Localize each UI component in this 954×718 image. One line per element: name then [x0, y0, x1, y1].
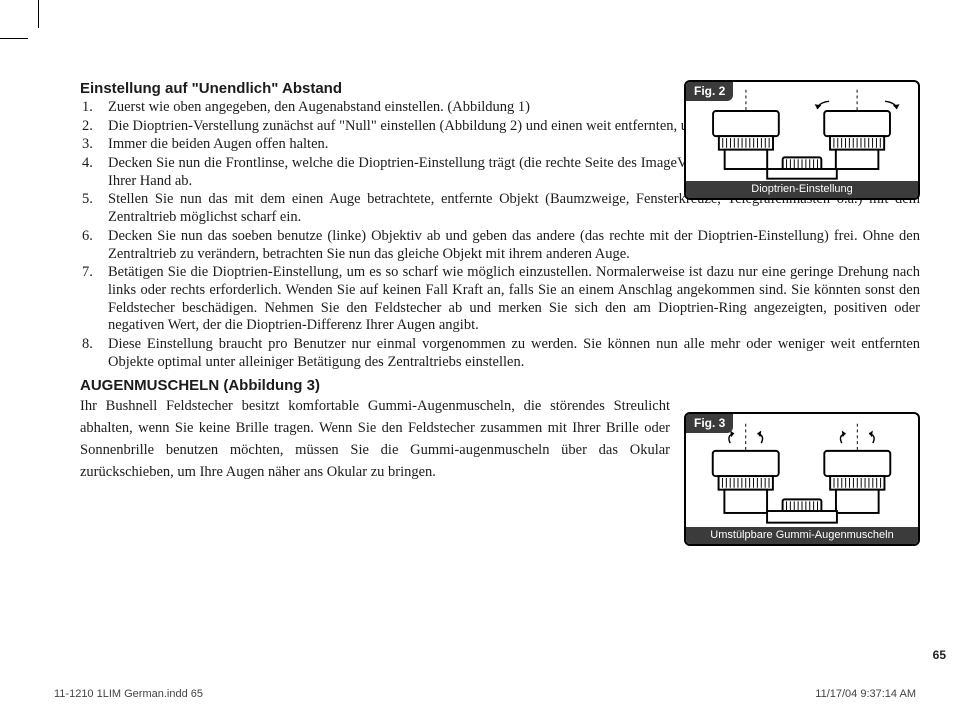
- list-item-text: Betätigen Sie die Dioptrien-Einstellung,…: [108, 264, 920, 335]
- list-item-number: 3.: [80, 136, 108, 154]
- figure-2-label: Fig. 2: [686, 82, 733, 101]
- list-item: 8.Diese Einstellung braucht pro Benutzer…: [80, 336, 920, 371]
- list-item-number: 7.: [80, 264, 108, 335]
- list-item-text: Decken Sie nun das soeben benutze (linke…: [108, 228, 920, 263]
- list-item-number: 6.: [80, 228, 108, 263]
- figure-3: Fig. 3 Umstülpbare Gummi-Augenmuscheln: [684, 412, 920, 546]
- page-content: Fig. 2 Dioptrien-Einstellung: [80, 80, 920, 483]
- list-item-number: 5.: [80, 191, 108, 226]
- list-item: 7.Betätigen Sie die Dioptrien-Einstellun…: [80, 264, 920, 335]
- list-item-number: 8.: [80, 336, 108, 371]
- footer: 11-1210 1LIM German.indd 65 11/17/04 9:3…: [54, 688, 916, 700]
- section2-paragraph: Ihr Bushnell Feldstecher besitzt komfort…: [80, 396, 670, 483]
- list-item-number: 2.: [80, 118, 108, 136]
- section2-heading: AUGENMUSCHELN (Abbildung 3): [80, 377, 920, 394]
- figure-3-label: Fig. 3: [686, 414, 733, 433]
- list-item-number: 1.: [80, 99, 108, 117]
- list-item-number: 4.: [80, 155, 108, 190]
- figure-3-caption: Umstülpbare Gummi-Augenmuscheln: [686, 527, 918, 544]
- figure-2: Fig. 2 Dioptrien-Einstellung: [684, 80, 920, 200]
- footer-right: 11/17/04 9:37:14 AM: [815, 688, 916, 700]
- footer-left: 11-1210 1LIM German.indd 65: [54, 688, 203, 700]
- list-item: 6.Decken Sie nun das soeben benutze (lin…: [80, 228, 920, 263]
- page-number: 65: [933, 648, 946, 662]
- figure-2-caption: Dioptrien-Einstellung: [686, 181, 918, 198]
- list-item-text: Diese Einstellung braucht pro Benutzer n…: [108, 336, 920, 371]
- figure-3-illustration: [686, 414, 918, 544]
